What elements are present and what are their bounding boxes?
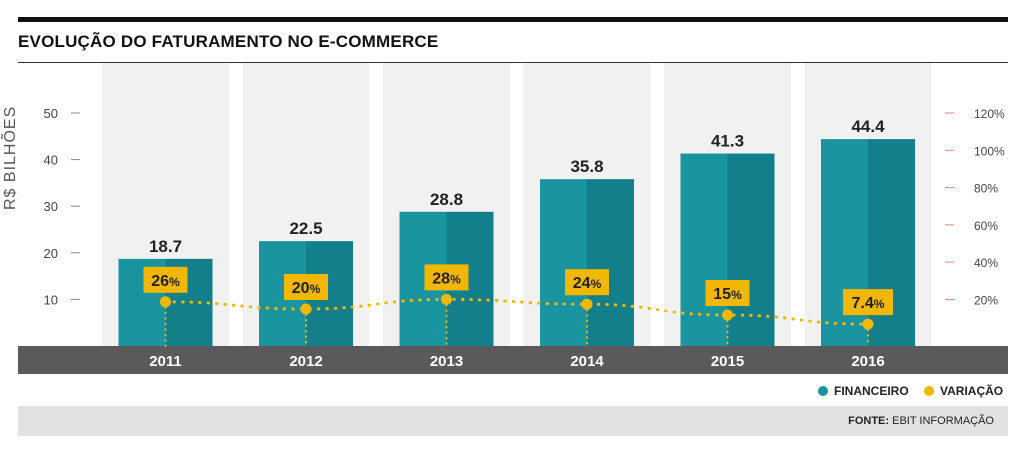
variation-label-unit-2014: %: [591, 277, 602, 291]
chart: 10 20 30 40 50 20% 40% 60% 80% 100% 120% 18.7 22.5 28…: [18, 63, 1008, 374]
bar-value-label-2013: 28.8: [430, 190, 463, 209]
source-note: FONTE: EBIT INFORMAÇÃO: [848, 415, 994, 427]
bar-value-label-2012: 22.5: [289, 219, 322, 238]
bar-value-label-2014: 35.8: [570, 157, 603, 176]
x-axis-band: [18, 346, 1008, 374]
bar-2014-left: [540, 179, 587, 346]
variation-label-value-2013: 28: [432, 270, 450, 287]
variation-label-2014: 24%: [573, 275, 602, 292]
variation-point-2015: [722, 309, 733, 321]
y2-tick-label-120%: 120%: [974, 107, 1005, 121]
variation-point-2011: [160, 296, 171, 308]
variation-label-2015: 15%: [713, 286, 742, 303]
variation-label-box-2013: [424, 264, 469, 291]
variation-point-2012: [300, 303, 312, 315]
variation-line: [164, 297, 870, 326]
y-axis-label: R$ BILHÕES: [2, 105, 19, 210]
x-tick-label-2012: 2012: [289, 353, 322, 370]
variation-label-unit-2012: %: [310, 282, 321, 296]
bar-value-label-2011: 18.7: [149, 237, 182, 256]
variation-label-unit-2011: %: [169, 275, 180, 289]
y2-tick-label-40%: 40%: [974, 256, 998, 270]
source-text: EBIT INFORMAÇÃO: [892, 415, 994, 427]
variation-label-2011: 26%: [151, 273, 180, 290]
variation-label-value-2014: 24: [573, 275, 591, 292]
y-tick-label-50: 50: [44, 106, 58, 121]
legend-financeiro-label: FINANCEIRO: [834, 384, 909, 398]
variation-label-unit-2015: %: [731, 288, 742, 302]
variation-label-unit-2016: %: [874, 297, 885, 311]
y2-tick-label-80%: 80%: [974, 182, 998, 196]
top-rule: [18, 17, 1008, 22]
y2-tick-label-100%: 100%: [974, 144, 1005, 158]
chart-title: EVOLUÇÃO DO FATURAMENTO NO E-COMMERCE: [18, 32, 439, 51]
legend-financeiro: FINANCEIRO: [818, 384, 909, 398]
variation-label-unit-2013: %: [450, 272, 461, 286]
x-tick-label-2015: 2015: [711, 353, 744, 370]
legend-financeiro-swatch: [818, 386, 828, 396]
x-tick-label-2016: 2016: [851, 353, 884, 370]
variation-label-2012: 20%: [292, 280, 321, 297]
variation-label-value-2015: 15: [713, 286, 731, 303]
variation-label-box-2011: [143, 266, 188, 293]
variation-label-value-2011: 26: [151, 273, 169, 290]
y-tick-label-30: 30: [44, 199, 58, 214]
source-label: FONTE:: [848, 415, 890, 427]
variation-label-box-2014: [565, 269, 609, 296]
footer: FONTE: EBIT INFORMAÇÃO: [18, 406, 1008, 436]
variation-point-2014: [581, 298, 593, 310]
variation-label-box-2015: [705, 280, 750, 306]
y2-tick-label-60%: 60%: [974, 219, 998, 233]
legend-variacao: VARIAÇÃO: [924, 384, 1003, 398]
x-tick-label-2013: 2013: [430, 353, 463, 370]
x-tick-label-2014: 2014: [570, 353, 604, 370]
variation-label-2013: 28%: [432, 270, 461, 287]
variation-label-box-2012: [284, 274, 328, 300]
variation-point-2013: [441, 293, 452, 305]
bar-2014-right: [587, 179, 634, 346]
variation-label-box-2016: [843, 289, 893, 316]
y-tick-label-40: 40: [44, 153, 58, 168]
title-rule: [18, 62, 1008, 63]
variation-label-2016: 7.4%: [852, 295, 885, 312]
x-tick-label-2011: 2011: [149, 353, 182, 370]
legend-variacao-label: VARIAÇÃO: [940, 384, 1004, 398]
bar-value-label-2015: 41.3: [711, 132, 744, 151]
variation-label-value-2016: 7.4: [852, 295, 874, 312]
legend-variacao-swatch: [924, 386, 934, 396]
bar-2015-left: [680, 153, 728, 346]
variation-label-value-2012: 20: [292, 280, 310, 297]
y2-tick-label-20%: 20%: [974, 293, 998, 307]
y-tick-label-20: 20: [44, 246, 58, 261]
y-tick-label-10: 10: [44, 292, 58, 307]
variation-point-2016: [862, 318, 874, 330]
bar-value-label-2016: 44.4: [851, 117, 885, 136]
